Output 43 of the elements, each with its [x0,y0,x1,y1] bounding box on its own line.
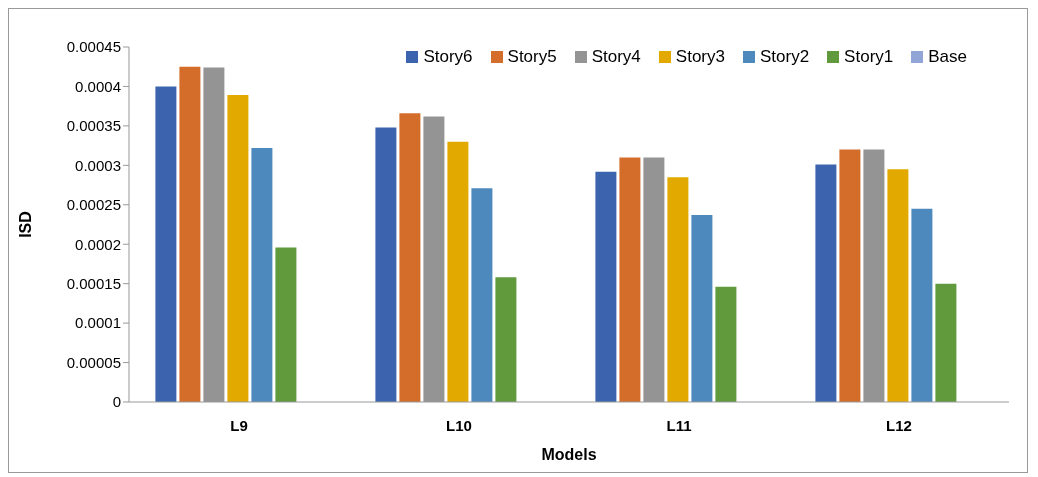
bar [179,66,201,402]
bar [155,86,177,402]
bar [227,95,249,402]
y-tick-label: 0.0004 [75,77,121,95]
bar [275,247,297,402]
bar [815,164,837,402]
x-axis-title: Models [541,446,597,463]
y-tick-label: 0 [112,393,121,411]
legend-label: Story4 [591,47,641,67]
y-tick-label: 0.0002 [75,235,121,253]
bar [887,169,909,402]
bar [471,188,493,402]
bar [619,157,641,402]
bar [375,127,397,402]
bar [715,286,737,402]
y-tick-label: 0.00045 [66,38,121,56]
bar [399,113,421,402]
y-tick-label: 0.0001 [75,314,121,332]
bar [447,141,469,402]
legend-label: Story6 [423,47,473,67]
legend-label: Base [928,47,967,67]
bar [495,277,517,402]
legend-label: Story2 [759,47,810,67]
legend-label: Story1 [844,47,894,67]
y-axis-title: ISD [16,211,34,238]
y-tick-label: 0.0003 [75,156,121,174]
y-tick-label: 0.00035 [66,117,121,135]
x-tick-label: L10 [446,416,472,434]
x-tick-label: L12 [886,416,912,434]
bar [667,177,689,402]
bar [691,215,713,402]
legend-label: Story3 [675,47,725,67]
legend-label: Story5 [507,47,557,67]
y-tick-label: 0.00015 [66,274,121,292]
bar [839,149,861,402]
x-tick-label: L9 [230,416,248,434]
bar [251,147,273,402]
y-tick-label: 0.00025 [66,196,121,214]
y-tick-label: 0.00005 [66,353,121,371]
x-tick-label: L11 [666,416,692,434]
bar [935,283,957,402]
bar [911,208,933,402]
bar [595,171,617,402]
